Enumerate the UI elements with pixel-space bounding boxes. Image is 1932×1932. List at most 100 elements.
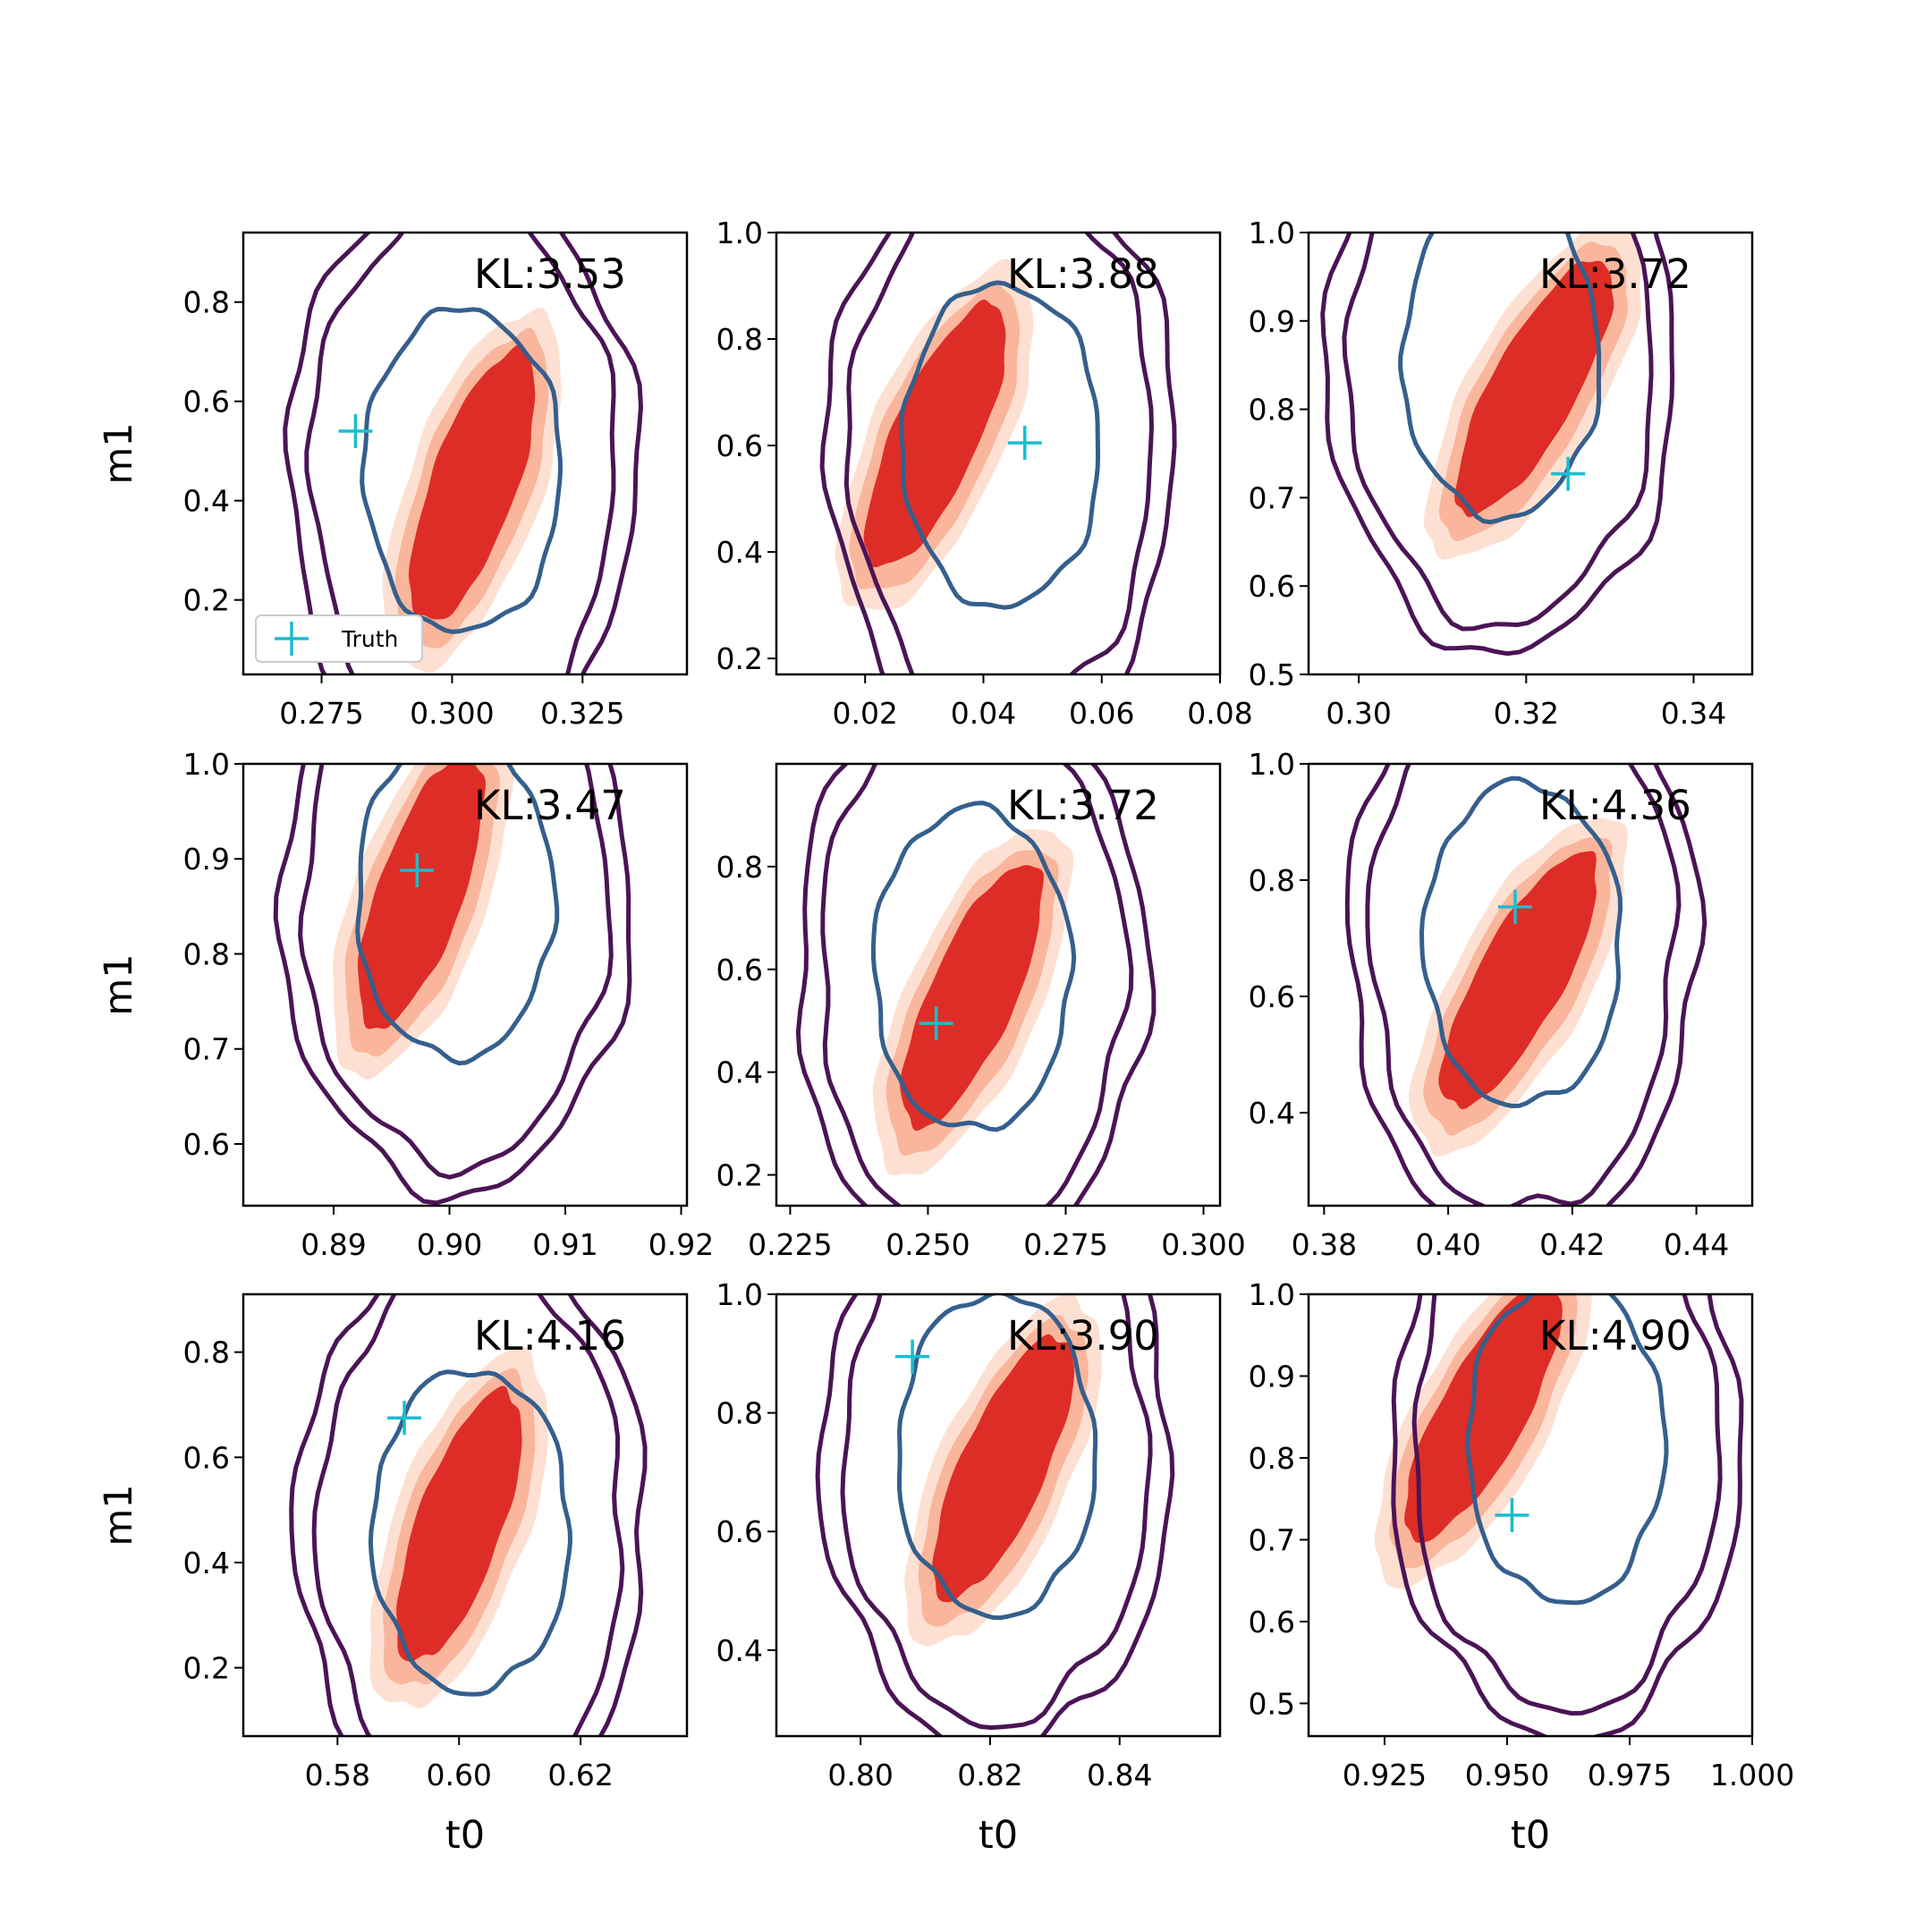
- contour-outer: [1344, 764, 1707, 1206]
- x-axis-label: t0: [1511, 1813, 1550, 1858]
- y-tick-label: 0.4: [716, 1633, 763, 1668]
- plot-area: [795, 764, 1157, 1206]
- kl-label: KL:4.16: [474, 1312, 626, 1360]
- contour-inner: [896, 1294, 1098, 1621]
- contour-outer: [1320, 233, 1675, 657]
- y-tick-label: 0.2: [716, 641, 763, 676]
- contour-outer: [289, 1294, 648, 1736]
- x-axis-label: t0: [445, 1813, 485, 1858]
- contour-inner: [1465, 1294, 1669, 1606]
- y-tick-label: 0.9: [1249, 304, 1295, 339]
- axes-frame: [775, 1292, 1222, 1738]
- x-tick-label: 0.58: [305, 1758, 370, 1792]
- x-tick-label: 0.42: [1539, 1227, 1605, 1262]
- x-tick-label: 0.225: [748, 1227, 832, 1262]
- x-tick-label: 0.60: [426, 1758, 491, 1792]
- subplot-7: KL:4.16 0.58 0.60 0.62 0.2 0.4 0.6 0.8 m1 t0: [97, 1292, 689, 1858]
- y-axis-label: m1: [97, 953, 141, 1015]
- y-tick-label: 0.8: [1249, 863, 1295, 898]
- x-tick-label: 0.40: [1415, 1227, 1480, 1262]
- y-tick-label: 0.2: [716, 1158, 763, 1193]
- contour-inner: [1398, 233, 1602, 525]
- y-tick-label: 0.8: [716, 322, 763, 357]
- y-axis-label: m1: [97, 1484, 141, 1546]
- contour-outer: [795, 764, 1157, 1206]
- posterior-core: [396, 1385, 522, 1662]
- y-tick-label: 0.8: [1249, 393, 1295, 428]
- contour-inner: [870, 801, 1077, 1132]
- x-tick-label: 0.300: [1161, 1227, 1245, 1262]
- x-tick-label: 0.38: [1292, 1227, 1357, 1262]
- truth-marker: [919, 1006, 953, 1041]
- subplot-9: KL:4.90 0.925 0.950 0.975 1.000 0.5 0.6 0.7 0.8 0…: [1249, 1277, 1795, 1858]
- contour-middle: [1342, 233, 1654, 631]
- y-tick-label: 0.2: [183, 583, 230, 618]
- kl-label: KL:3.47: [474, 782, 626, 829]
- y-tick-label: 0.6: [716, 953, 763, 987]
- x-tick-label: 0.04: [951, 696, 1016, 731]
- posterior-core: [1454, 260, 1614, 518]
- legend: Truth: [255, 614, 423, 663]
- truth-marker: [895, 1339, 930, 1374]
- contour-middle: [298, 764, 614, 1180]
- truth-marker: [1495, 1498, 1530, 1532]
- y-tick-label: 0.8: [183, 1335, 230, 1370]
- x-tick-label: 1.000: [1710, 1758, 1794, 1792]
- contour-middle: [311, 1294, 625, 1736]
- kl-label: KL:3.53: [474, 250, 626, 298]
- x-tick-label: 0.06: [1069, 696, 1134, 731]
- truth-marker: [1007, 426, 1042, 461]
- y-tick-label: 0.4: [183, 1546, 230, 1580]
- contour-outer: [819, 233, 1177, 674]
- y-tick-label: 0.6: [183, 1440, 230, 1475]
- contour-outer: [1391, 1294, 1744, 1736]
- subplot-1: KL:3.53 0.275 0.300 0.325 0.2 0.4 0.6 0.8 m1 Trut…: [97, 231, 689, 731]
- y-tick-label: 0.8: [716, 850, 763, 885]
- x-tick-label: 0.275: [279, 696, 363, 731]
- y-tick-label: 0.9: [1249, 1359, 1295, 1394]
- x-tick-label: 0.32: [1494, 696, 1559, 731]
- axes-frame: [775, 762, 1222, 1208]
- y-tick-label: 0.6: [183, 385, 230, 419]
- contour-middle: [1365, 764, 1682, 1206]
- plot-area: [273, 764, 632, 1206]
- x-tick-label: 0.89: [301, 1227, 366, 1262]
- posterior-core: [1438, 851, 1597, 1110]
- legend-box: [255, 614, 423, 663]
- x-axis-label: t0: [979, 1813, 1018, 1858]
- x-tick-label: 0.84: [1087, 1758, 1152, 1792]
- y-tick-label: 0.6: [716, 1514, 763, 1549]
- x-tick-label: 0.62: [547, 1758, 613, 1792]
- kl-label: KL:3.90: [1007, 1312, 1159, 1360]
- x-tick-label: 0.91: [532, 1227, 597, 1262]
- plot-area: [1374, 1294, 1744, 1736]
- axes-frame: [1307, 231, 1754, 676]
- y-tick-label: 0.7: [183, 1032, 230, 1067]
- contour-inner: [368, 1369, 573, 1697]
- axes-frame: [1307, 762, 1754, 1208]
- axes-frame: [1307, 1292, 1754, 1738]
- y-tick-label: 0.5: [1249, 1686, 1295, 1721]
- posterior-core: [863, 299, 1006, 568]
- y-tick-label: 0.2: [183, 1651, 230, 1686]
- y-tick-label: 0.4: [1249, 1096, 1295, 1131]
- plot-area: [1320, 233, 1675, 657]
- y-tick-label: 1.0: [1249, 1277, 1295, 1312]
- x-tick-label: 0.275: [1023, 1227, 1107, 1262]
- x-tick-label: 0.80: [827, 1758, 893, 1792]
- y-axis-label: m1: [97, 422, 141, 484]
- x-tick-label: 0.300: [410, 696, 494, 731]
- subplot-4: KL:3.47 0.89 0.90 0.91 0.92 0.6 0.7 0.8 0.9 1.0 m1: [97, 747, 714, 1262]
- axes-frame: [242, 762, 689, 1208]
- axes-frame: [775, 231, 1222, 676]
- x-tick-label: 0.34: [1661, 696, 1726, 731]
- y-tick-label: 1.0: [183, 747, 230, 782]
- y-tick-label: 0.4: [716, 535, 763, 570]
- x-tick-label: 0.975: [1588, 1758, 1672, 1792]
- contour-middle: [1411, 1294, 1723, 1716]
- posterior-core: [408, 344, 536, 620]
- contour-outer: [815, 1294, 1175, 1736]
- kl-label: KL:4.90: [1539, 1312, 1691, 1360]
- x-tick-label: 0.44: [1664, 1227, 1729, 1262]
